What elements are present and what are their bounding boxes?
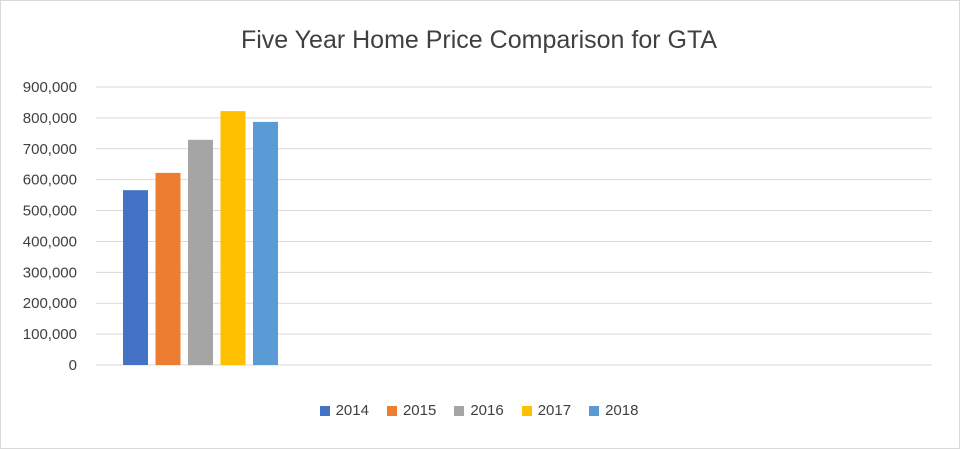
legend-label: 2014 <box>335 402 369 419</box>
y-tick-label: 700,000 <box>23 141 77 158</box>
y-tick-label: 800,000 <box>23 110 77 127</box>
chart-title: Five Year Home Price Comparison for GTA <box>240 26 718 54</box>
legend-swatch <box>454 405 465 416</box>
bar-2017 <box>220 111 246 366</box>
legend-item: 2017 <box>521 402 572 419</box>
y-tick-label: 200,000 <box>23 295 77 312</box>
legend-label: 2015 <box>402 402 437 419</box>
legend-swatch <box>386 405 397 416</box>
legend-swatch <box>521 405 532 416</box>
bar-2018 <box>253 121 278 365</box>
bar-2016 <box>188 139 213 365</box>
legend-item: 2015 <box>386 402 437 419</box>
legend-swatch <box>319 405 330 416</box>
legend-label: 2017 <box>537 402 572 419</box>
y-tick-label: 600,000 <box>23 172 77 189</box>
legend-swatch <box>589 405 600 416</box>
y-tick-label: 0 <box>69 357 77 374</box>
bar-2014 <box>123 190 148 365</box>
y-tick-label: 900,000 <box>23 79 77 96</box>
y-tick-label: 500,000 <box>23 203 77 220</box>
legend-item: 2014 <box>319 402 369 419</box>
y-tick-label: 400,000 <box>23 233 77 250</box>
legend-item: 2018 <box>589 402 638 419</box>
y-tick-label: 300,000 <box>23 264 77 281</box>
y-tick-label: 100,000 <box>23 326 77 343</box>
legend: 2014 2015 2016 2017 2018 <box>0 402 958 419</box>
bar-2015 <box>155 172 181 365</box>
legend-label: 2016 <box>470 402 504 419</box>
legend-item: 2016 <box>454 402 504 419</box>
legend-label: 2018 <box>605 402 639 419</box>
y-axis-ticks: 0 100,000 200,000 300,000 400,000 500,000 600,… <box>23 79 77 374</box>
bars <box>123 111 278 366</box>
